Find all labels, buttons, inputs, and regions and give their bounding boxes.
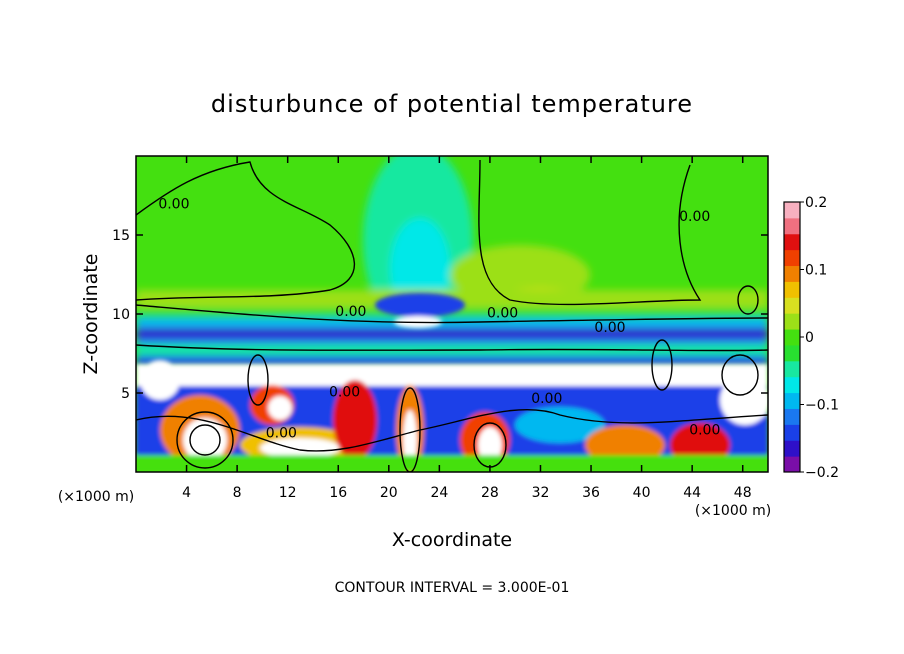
- x-unit-right: (×1000 m): [695, 503, 771, 519]
- x-tick-label: 20: [380, 485, 398, 501]
- colorbar-swatch: [784, 392, 800, 409]
- colorbar-swatch: [784, 360, 800, 378]
- x-tick-label: 44: [683, 485, 701, 501]
- y-axis: 5 10 15: [112, 228, 768, 402]
- x-tick-label: 28: [481, 485, 499, 501]
- colorbar-swatch: [784, 456, 800, 473]
- contour-label: 0.00: [531, 391, 562, 407]
- contour-label: 0.00: [158, 197, 189, 213]
- y-axis-label: Z-coordinate: [80, 254, 102, 375]
- colorbar-swatch: [784, 281, 800, 298]
- x-unit-left: (×1000 m): [58, 489, 134, 505]
- x-tick-label: 4: [182, 485, 191, 501]
- colorbar-swatch: [784, 233, 800, 251]
- colorbar-swatch: [784, 202, 800, 219]
- x-axis-label: X-coordinate: [392, 529, 512, 551]
- colorbar-swatch: [784, 408, 800, 425]
- colorbar-ticks: 0.2 0.1 0 −0.1 −0.2: [800, 195, 839, 481]
- x-tick-label: 48: [734, 485, 752, 501]
- contour-label: 0.00: [689, 423, 720, 439]
- colorbar-swatch: [784, 344, 800, 362]
- colorbar-swatch: [784, 297, 800, 314]
- colorbar-tick-label: −0.2: [805, 465, 839, 481]
- colorbar-tick-label: −0.1: [805, 398, 839, 414]
- colorbar-swatch: [784, 424, 800, 441]
- colorbar-tick-label: 0: [805, 330, 814, 346]
- x-tick-label: 8: [233, 485, 242, 501]
- x-tick-label: 32: [532, 485, 550, 501]
- x-tick-label: 40: [633, 485, 651, 501]
- colorbar-tick-label: 0.1: [805, 263, 827, 279]
- chart-title: disturbunce of potential temperature: [211, 90, 693, 118]
- x-tick-label: 12: [279, 485, 297, 501]
- colorbar: [783, 201, 801, 473]
- contour-interval-note: CONTOUR INTERVAL = 3.000E-01: [335, 580, 570, 596]
- colorbar-tick-label: 0.2: [805, 195, 827, 211]
- colorbar-swatch: [784, 440, 800, 457]
- contour-label: 0.00: [594, 320, 625, 336]
- colorbar-swatch: [784, 265, 800, 282]
- contour-lines: [136, 159, 768, 472]
- contour-label: 0.00: [335, 304, 366, 320]
- y-tick-label: 15: [112, 228, 130, 244]
- colorbar-swatch: [784, 249, 800, 267]
- heatmap-field: [136, 156, 768, 472]
- y-tick-label: 5: [121, 386, 130, 402]
- y-tick-label: 10: [112, 307, 130, 323]
- contour-label: 0.00: [679, 209, 710, 225]
- contour-label: 0.00: [329, 385, 360, 401]
- x-tick-label: 36: [582, 485, 600, 501]
- colorbar-swatch: [784, 313, 800, 330]
- x-axis: 4 8 12 16 20 24 28 32 36 40 44 48: [182, 156, 752, 501]
- x-tick-label: 24: [430, 485, 448, 501]
- contour-label: 0.00: [266, 426, 297, 442]
- x-tick-label: 16: [329, 485, 347, 501]
- colorbar-swatch: [784, 376, 800, 394]
- contour-label-layer: 0.00 0.00 0.00 0.00 0.00 0.00 0.00 0.00 0.00: [158, 197, 720, 442]
- contour-label: 0.00: [487, 306, 518, 322]
- colorbar-swatch: [784, 329, 800, 346]
- colorbar-swatch: [784, 217, 800, 235]
